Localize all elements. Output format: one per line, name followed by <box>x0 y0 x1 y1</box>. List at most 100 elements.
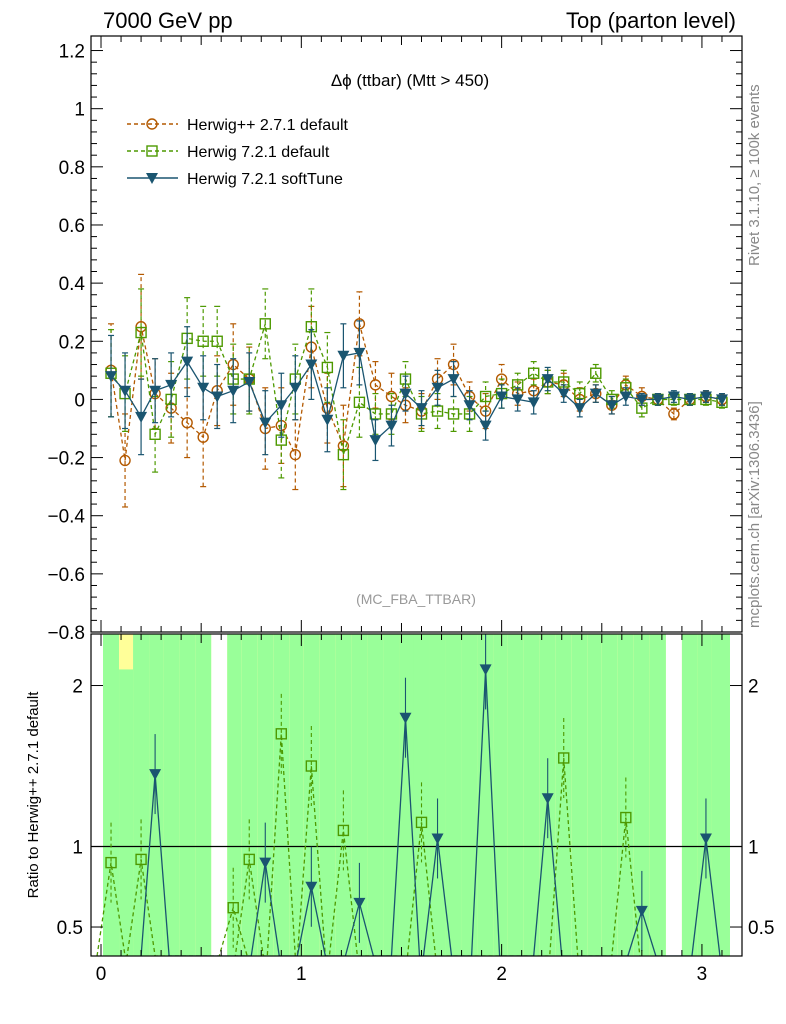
data-point <box>557 388 570 400</box>
inner-band-bin <box>335 634 352 956</box>
series-2-line <box>110 352 723 442</box>
data-point <box>651 394 664 406</box>
ratio-data-point <box>479 664 492 676</box>
series-0-line <box>110 323 723 461</box>
data-point <box>227 385 240 397</box>
data-point <box>635 394 648 406</box>
ratio-data-point <box>243 853 255 866</box>
ratio-data-point <box>399 712 412 724</box>
data-point <box>447 408 460 420</box>
ratio-data-point <box>105 856 117 869</box>
data-point <box>353 347 366 359</box>
inner-band-bin <box>681 634 698 956</box>
inner-band-bin <box>429 634 446 956</box>
y-tick-label: 0 <box>74 390 85 411</box>
y-tick-label: 1.2 <box>59 42 85 63</box>
ratio-y-tick-label-right: 0.5 <box>748 918 774 939</box>
data-point <box>431 382 444 394</box>
x-tick-label: 3 <box>697 964 708 985</box>
ratio-data-point <box>259 857 272 869</box>
series-2 <box>105 320 728 462</box>
ratio-data-point <box>620 811 632 824</box>
data-point <box>527 367 540 379</box>
inner-band-bin <box>383 634 400 956</box>
y-tick-label: −0.8 <box>47 623 85 644</box>
ratio-data-point <box>353 897 366 909</box>
main-plot-frame <box>90 35 743 633</box>
inner-band-bin <box>697 634 712 956</box>
data-point <box>385 390 398 403</box>
inner-band-bin <box>523 634 540 956</box>
data-point <box>353 396 366 409</box>
y-tick-label: −0.4 <box>47 507 85 528</box>
y-tick-label: 0.6 <box>59 216 85 237</box>
data-point <box>165 379 178 391</box>
legend-entry: Herwig 7.2.1 softTune <box>127 171 343 188</box>
data-point <box>135 326 147 339</box>
y-tick-label: −0.2 <box>47 449 85 470</box>
ratio-y-tick-label: 0.5 <box>57 918 83 939</box>
data-point <box>305 359 318 371</box>
ratio-data-point <box>337 824 350 837</box>
data-point <box>197 382 210 394</box>
data-point <box>337 448 350 461</box>
inner-band-bin <box>493 634 508 956</box>
data-point <box>527 397 540 409</box>
data-point <box>337 350 350 362</box>
inner-band-bin <box>303 634 320 956</box>
ratio-series-1 <box>140 634 721 956</box>
data-point <box>463 400 476 412</box>
data-point <box>385 420 398 432</box>
legend-label: Herwig 7.2.1 softTune <box>187 171 343 188</box>
data-point <box>211 335 223 347</box>
x-tick-label: 1 <box>296 964 307 985</box>
data-point <box>447 374 460 386</box>
inner-band-bin <box>633 634 650 956</box>
inner-band-bin <box>227 634 242 956</box>
data-point <box>289 382 302 394</box>
data-point <box>105 371 118 383</box>
inner-band-bin <box>241 634 258 956</box>
ratio-data-point <box>541 793 554 805</box>
data-point <box>259 318 271 330</box>
ratio-data-point <box>635 905 648 917</box>
data-point <box>181 356 194 368</box>
ratio-data-point <box>699 833 712 845</box>
series-0 <box>105 273 728 508</box>
data-point <box>135 411 148 423</box>
ratio-data-point <box>558 752 570 764</box>
y-tick-label: −0.6 <box>47 565 85 586</box>
data-point <box>699 391 712 403</box>
data-point <box>259 417 272 429</box>
inner-band-bin <box>257 634 274 956</box>
data-point <box>574 387 586 400</box>
data-point <box>369 379 382 391</box>
ratio-data-point <box>415 816 428 829</box>
ratio-y-tick-label-right: 1 <box>748 838 759 859</box>
inner-band-bin <box>133 634 150 956</box>
data-point <box>211 391 224 403</box>
legend-label: Herwig++ 2.7.1 default <box>187 117 349 134</box>
analysis-watermark: (MC_FBA_TTBAR) <box>356 591 476 607</box>
data-point <box>181 416 193 429</box>
data-point <box>197 335 209 347</box>
ratio-series-1-line <box>140 669 721 956</box>
inner-band-bin <box>507 634 524 956</box>
data-point <box>668 408 680 420</box>
data-point <box>119 454 131 467</box>
x-tick-label: 2 <box>496 964 507 985</box>
rivet-version-label: Rivet 3.1.10, ≥ 100k events <box>746 84 763 266</box>
data-point <box>289 448 302 461</box>
ratio-y-tick-label: 2 <box>72 677 83 698</box>
mcplots-reference-label: mcplots.cern.ch [arXiv:1306.3436] <box>746 401 763 628</box>
ratio-data-point <box>227 902 239 914</box>
data-point <box>573 403 586 415</box>
y-tick-label: 0.8 <box>59 158 85 179</box>
ratio-y-tick-label-right: 2 <box>748 677 759 698</box>
data-point <box>479 390 492 403</box>
inner-band-bin <box>477 634 494 956</box>
legend-entry: Herwig++ 2.7.1 default <box>127 117 349 134</box>
legend-label: Herwig 7.2.1 default <box>187 144 330 161</box>
legend: Herwig++ 2.7.1 default Herwig 7.2.1 defau… <box>127 117 349 188</box>
